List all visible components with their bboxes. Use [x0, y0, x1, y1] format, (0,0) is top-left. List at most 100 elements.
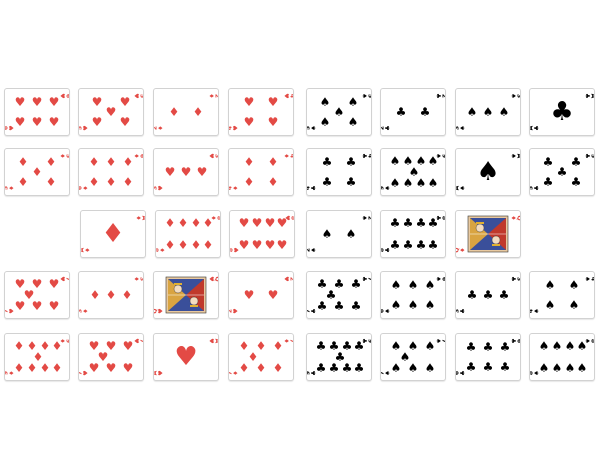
diamonds-icon: ♦: [8, 185, 16, 191]
hearts-icon: ♥: [48, 299, 60, 313]
clubs-icon: ♣: [328, 361, 340, 375]
spades-icon: ♠: [415, 176, 427, 190]
card-2-of-spades[interactable]: 2♠2♠♠♠: [306, 210, 372, 258]
card-2-of-clubs[interactable]: 2♣2♣♣♣: [380, 88, 446, 136]
diamonds-icon: ♦: [243, 175, 255, 189]
clubs-icon: ♣: [427, 238, 439, 252]
card-a-of-clubs[interactable]: A♣A♣♣: [529, 88, 595, 136]
card-q-of-hearts[interactable]: Q♥Q♥: [153, 271, 219, 319]
hearts-icon: ♥: [132, 93, 140, 99]
card-5-of-clubs[interactable]: 5♣5♣♣♣♣♣♣: [529, 148, 595, 196]
card-4-of-hearts[interactable]: 4♥4♥♥♥♥♥: [228, 88, 294, 136]
card-3-of-spades[interactable]: 3♠3♠♠♠♠: [455, 88, 521, 136]
diamonds-icon: ♦: [168, 105, 180, 119]
diamonds-icon: ♦: [272, 339, 284, 353]
card-index: 2♠: [361, 215, 372, 222]
card-6-of-spades[interactable]: 6♠6♠♠♠♠♠♠♠: [380, 271, 446, 319]
card-index: 3♦: [79, 308, 90, 315]
card-4-of-clubs[interactable]: 4♣4♣♣♣♣♣: [306, 148, 372, 196]
clubs-icon: ♣: [583, 93, 591, 99]
card-index: 3♥: [154, 185, 165, 192]
spades-icon: ♠: [399, 350, 411, 364]
diamonds-icon: ♦: [45, 175, 57, 189]
clubs-icon: ♣: [384, 125, 392, 131]
hearts-icon: ♥: [282, 276, 290, 282]
card-a-of-diamonds[interactable]: A♦A♦♦: [80, 210, 146, 258]
spades-icon: ♠: [466, 105, 478, 119]
clubs-icon: ♣: [325, 288, 337, 302]
card-2-of-hearts[interactable]: 2♥2♥♥♥: [228, 271, 294, 319]
clubs-icon: ♣: [499, 360, 511, 374]
clubs-icon: ♣: [583, 153, 591, 159]
hearts-icon: ♥: [174, 342, 198, 372]
spades-icon: ♠: [407, 298, 419, 312]
card-5-of-diamonds[interactable]: 5♦5♦♦♦♦♦♦: [4, 148, 70, 196]
card-8-of-diamonds[interactable]: 8♦8♦♦♦♦♦♦♦♦♦: [155, 210, 221, 258]
clubs-icon: ♣: [333, 277, 345, 291]
card-index: 3♣: [456, 308, 467, 315]
hearts-icon: ♥: [23, 288, 35, 302]
card-7-of-hearts[interactable]: 7♥7♥♥♥♥♥♥♥♥: [78, 333, 144, 381]
card-5-of-hearts[interactable]: 5♥5♥♥♥♥♥♥: [78, 88, 144, 136]
diamonds-icon: ♦: [84, 247, 92, 253]
clubs-icon: ♣: [353, 339, 365, 353]
spades-icon: ♠: [319, 95, 331, 109]
spades-icon: ♠: [551, 339, 563, 353]
court-card-art: [165, 276, 207, 314]
card-a-of-spades[interactable]: A♠A♠♠: [455, 148, 521, 196]
spades-icon: ♠: [321, 227, 333, 241]
card-5-of-spades[interactable]: 5♠5♠♠♠♠♠♠: [306, 88, 372, 136]
diamonds-icon: ♦: [164, 216, 176, 230]
clubs-icon: ♣: [550, 97, 574, 127]
spades-icon: ♠: [533, 308, 541, 314]
card-4-of-diamonds[interactable]: 4♦4♦♦♦♦♦: [228, 148, 294, 196]
card-3-of-hearts[interactable]: 3♥3♥♥♥♥: [153, 148, 219, 196]
card-index: 5♣: [583, 153, 595, 160]
card-9-of-diamonds[interactable]: 9♦9♦♦♦♦♦♦♦♦♦♦: [4, 333, 70, 381]
diamonds-icon: ♦: [232, 185, 240, 191]
hearts-icon: ♥: [14, 277, 26, 291]
hearts-icon: ♥: [264, 238, 276, 252]
card-index: A♥: [208, 338, 219, 345]
court-card-art: [467, 215, 509, 253]
spades-icon: ♠: [402, 176, 414, 190]
clubs-icon: ♣: [533, 125, 541, 131]
card-3-of-diamonds[interactable]: 3♦3♦♦♦♦: [78, 271, 144, 319]
card-8-of-clubs[interactable]: 8♣8♣♣♣♣♣♣♣♣♣: [380, 210, 446, 258]
diamonds-icon: ♦: [13, 339, 25, 353]
spades-icon: ♠: [407, 361, 419, 375]
card-7-of-spades[interactable]: 7♠7♠♠♠♠♠♠♠♠: [380, 333, 446, 381]
card-7-of-clubs[interactable]: 7♣7♣♣♣♣♣♣♣♣: [306, 271, 372, 319]
card-6-of-hearts[interactable]: 6♥6♥♥♥♥♥♥♥: [4, 88, 70, 136]
diamonds-icon: ♦: [164, 238, 176, 252]
diamonds-icon: ♦: [45, 155, 57, 169]
diamonds-icon: ♦: [132, 276, 140, 282]
card-6-of-diamonds[interactable]: 6♦6♦♦♦♦♦♦♦: [78, 148, 144, 196]
diamonds-icon: ♦: [17, 155, 29, 169]
clubs-icon: ♣: [402, 216, 414, 230]
card-index: 4♠: [530, 308, 541, 315]
card-9-of-clubs[interactable]: 9♣9♣♣♣♣♣♣♣♣♣♣: [306, 333, 372, 381]
card-2-of-diamonds[interactable]: 2♦2♦♦♦: [153, 88, 219, 136]
hearts-icon: ♥: [91, 115, 103, 129]
card-3-of-clubs[interactable]: 3♣3♣♣♣♣: [455, 271, 521, 319]
clubs-icon: ♣: [389, 238, 401, 252]
card-4-of-spades[interactable]: 4♠4♠♠♠♠♠: [529, 271, 595, 319]
diamonds-icon: ♦: [207, 93, 215, 99]
diamonds-icon: ♦: [202, 216, 214, 230]
card-index: 5♠: [307, 125, 318, 132]
card-8-of-hearts[interactable]: 8♥8♥♥♥♥♥♥♥♥♥: [229, 210, 295, 258]
card-6-of-clubs[interactable]: 6♣6♣♣♣♣♣♣♣: [455, 333, 521, 381]
card-7-of-diamonds[interactable]: 7♦7♦♦♦♦♦♦♦♦: [228, 333, 294, 381]
clubs-icon: ♣: [310, 185, 318, 191]
hearts-icon: ♥: [119, 115, 131, 129]
clubs-icon: ♣: [499, 340, 511, 354]
diamonds-icon: ♦: [26, 361, 38, 375]
card-8-of-spades[interactable]: 8♠8♠♠♠♠♠♠♠♠♠: [529, 333, 595, 381]
hearts-icon: ♥: [207, 153, 215, 159]
card-7-of-hearts[interactable]: 7♥7♥♥♥♥♥♥♥♥: [4, 271, 70, 319]
card-q-of-diamonds[interactable]: Q♦Q♦: [455, 210, 521, 258]
card-9-of-spades[interactable]: 9♠9♠♠♠♠♠♠♠♠♠♠: [380, 148, 446, 196]
card-a-of-hearts[interactable]: A♥A♥♥: [153, 333, 219, 381]
card-index: 5♦: [5, 185, 16, 192]
